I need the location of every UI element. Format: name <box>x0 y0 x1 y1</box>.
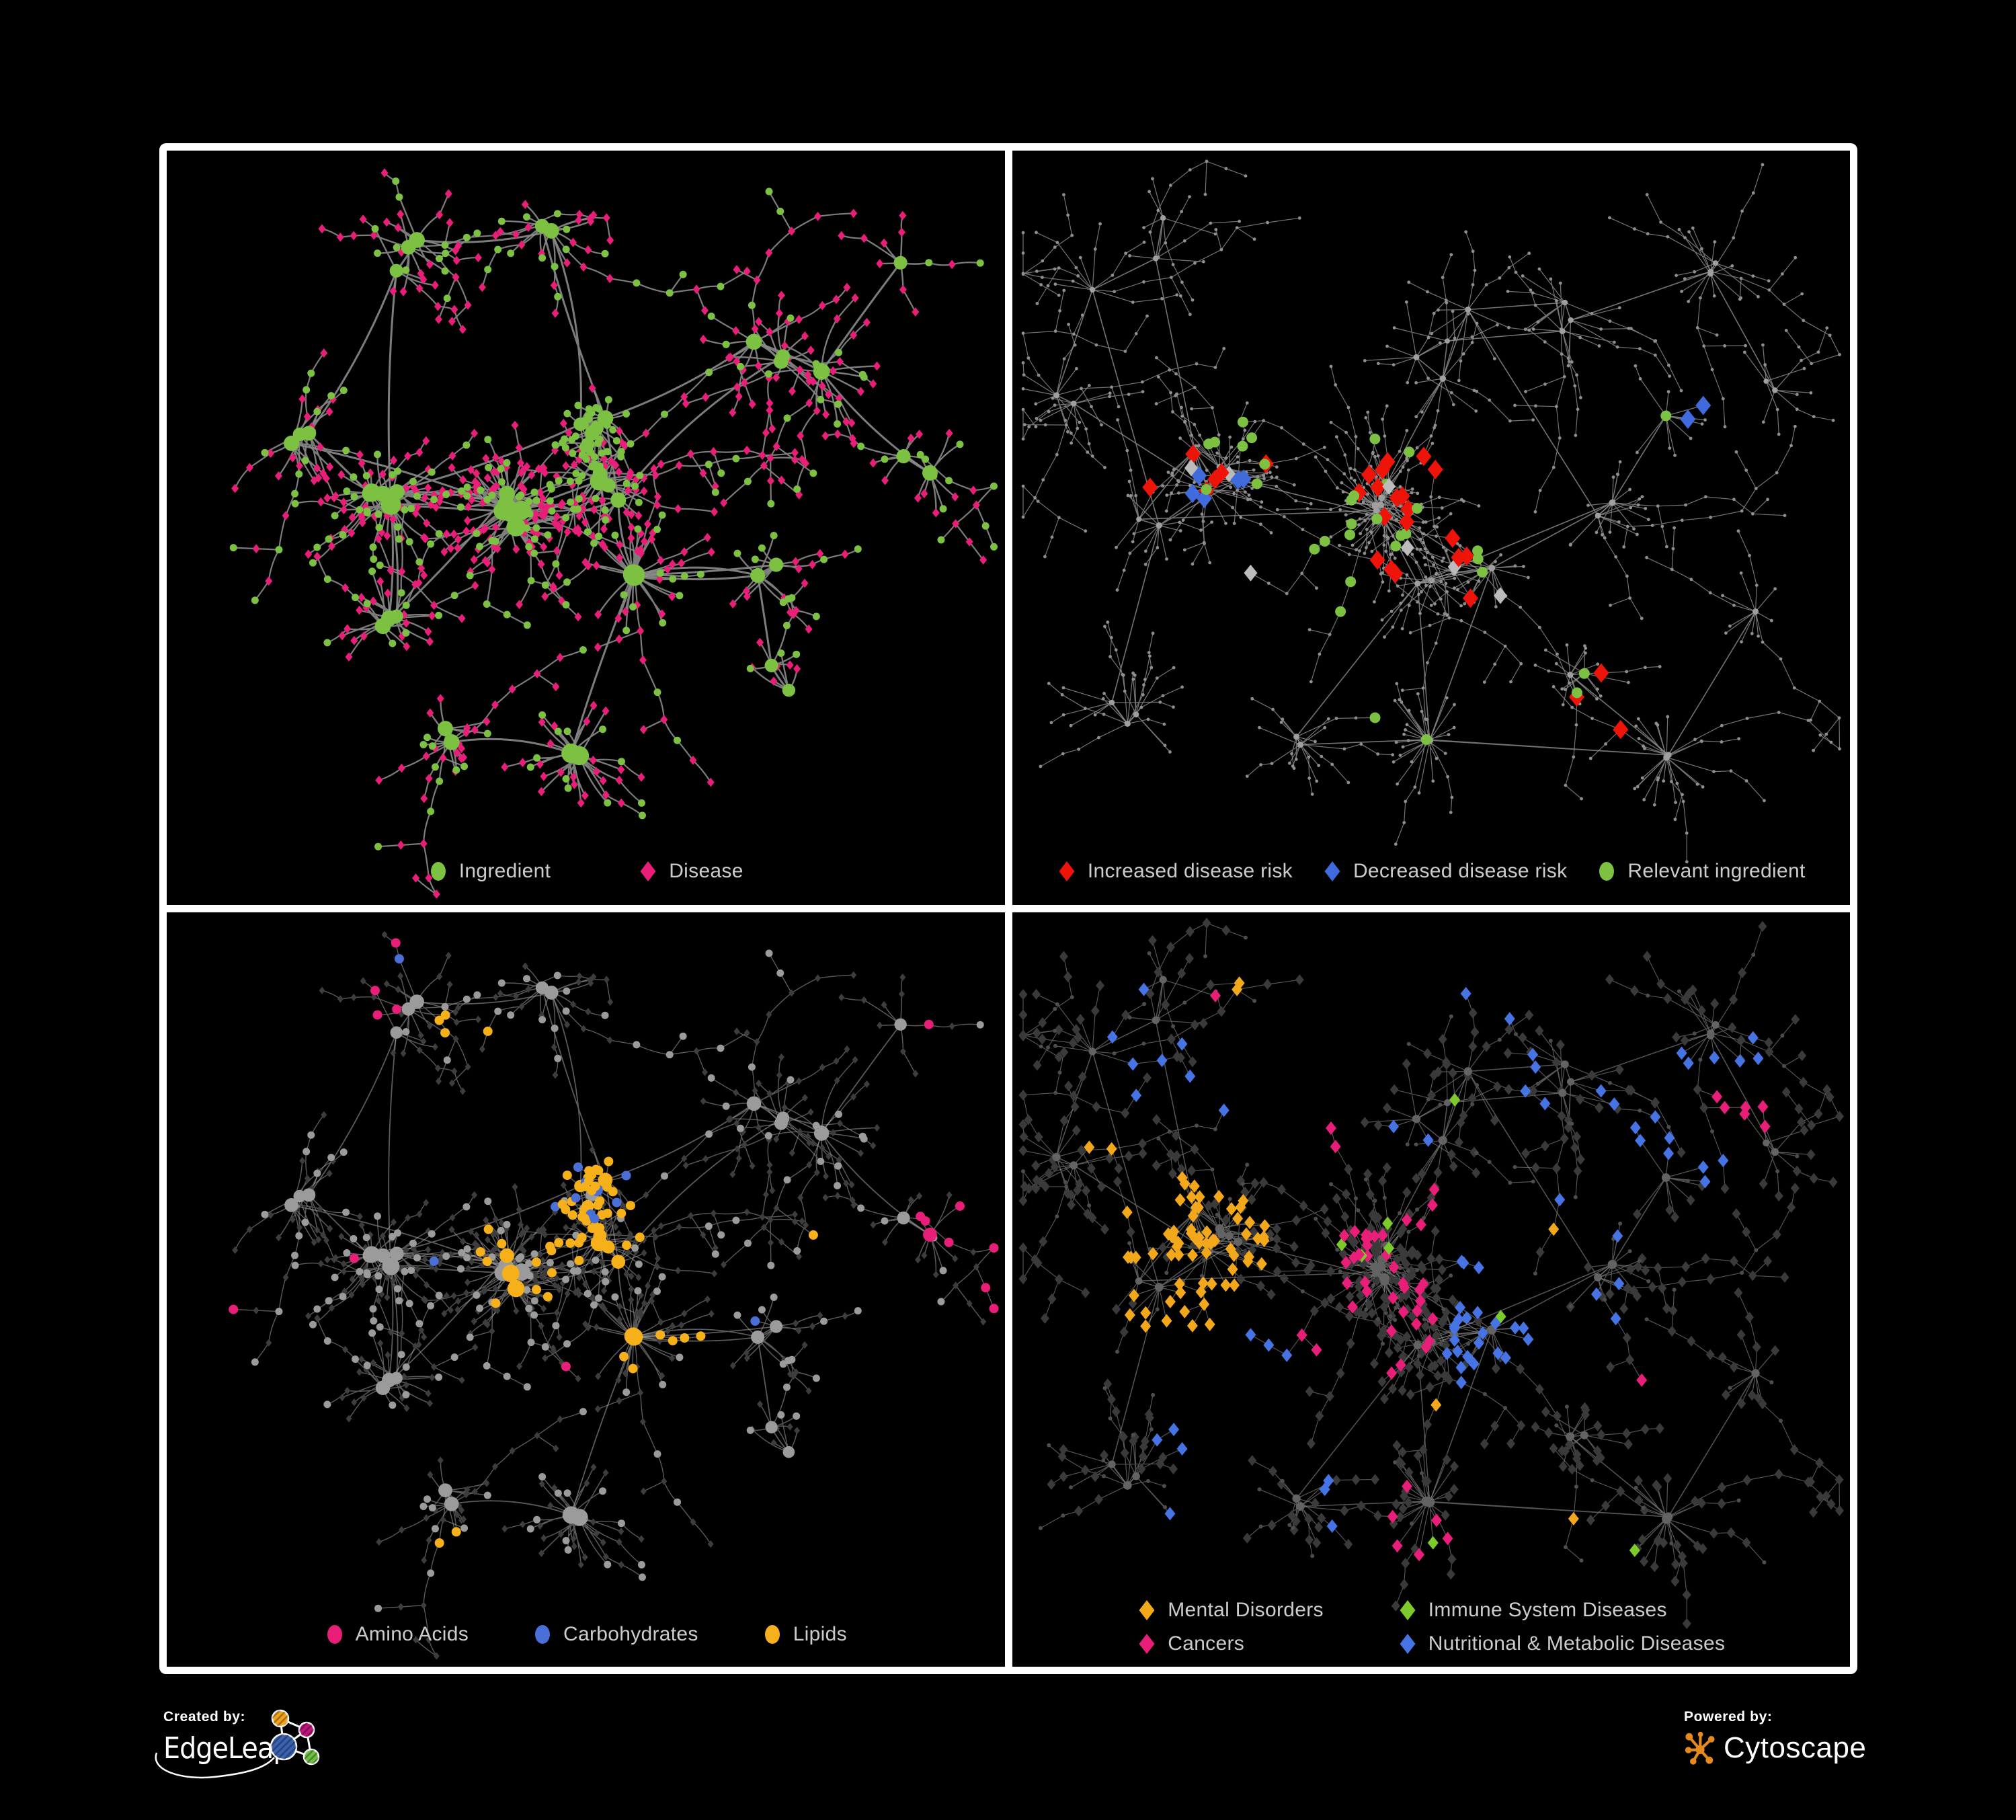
legend-item-ingredient-disease-0: Ingredient <box>428 859 551 883</box>
panel-grid: Ingredient Disease Increased disease risk… <box>159 143 1857 1674</box>
ingredient-classes-network <box>229 931 999 1660</box>
created-by-label: Created by: <box>163 1709 246 1725</box>
legend-item-disease-risk-2: Relevant ingredient <box>1597 859 1805 883</box>
legend-item-disease-categories-2: Cancers <box>1137 1632 1244 1656</box>
legend-label: Ingredient <box>458 860 551 882</box>
legend-item-disease-risk-0: Increased disease risk <box>1057 859 1293 883</box>
diamond-marker-icon <box>1324 861 1340 881</box>
legend-item-ingredient-classes-2: Lipids <box>762 1622 847 1647</box>
legend-ingredient-classes: Amino Acids Carbohydrates Lipids <box>167 1622 1005 1647</box>
legend-label: Mental Disorders <box>1168 1599 1324 1621</box>
legend-disease-risk: Increased disease risk Decreased disease … <box>1012 859 1851 883</box>
legend-label: Carbohydrates <box>563 1623 698 1645</box>
legend-item-disease-categories-3: Nutritional & Metabolic Diseases <box>1398 1632 1725 1656</box>
panel-disease-categories: Mental Disorders Immune System Diseases Ca… <box>1012 912 1851 1667</box>
cytoscape-logo-icon <box>1685 1731 1715 1765</box>
edgeleap-wordmark: EdgeLeap <box>163 1731 290 1766</box>
panel-disease-risk: Increased disease risk Decreased disease … <box>1012 151 1851 905</box>
legend-label: Immune System Diseases <box>1428 1599 1667 1621</box>
circle-marker-icon <box>430 862 446 881</box>
panel-ingredient-disease: Ingredient Disease <box>167 151 1005 905</box>
diamond-marker-icon <box>1059 861 1075 881</box>
ingredient-disease-network <box>229 168 998 899</box>
legend-label: Decreased disease risk <box>1353 860 1568 882</box>
legend-item-ingredient-classes-0: Amino Acids <box>325 1622 469 1647</box>
legend-label: Nutritional & Metabolic Diseases <box>1428 1632 1726 1655</box>
circle-marker-icon <box>764 1625 780 1644</box>
legend-item-ingredient-classes-1: Carbohydrates <box>532 1622 698 1647</box>
cytoscape-credit: Powered by: Cytoscape <box>1684 1709 1980 1810</box>
legend-ingredient-disease: Ingredient Disease <box>167 859 1005 883</box>
diamond-marker-icon <box>1400 1634 1416 1654</box>
panel-ingredient-classes: Amino Acids Carbohydrates Lipids <box>167 912 1005 1667</box>
diamond-marker-icon <box>1139 1634 1155 1654</box>
circle-marker-icon <box>327 1625 342 1644</box>
legend-disease-categories: Mental Disorders Immune System Diseases Ca… <box>1012 1598 1851 1656</box>
legend-label: Cancers <box>1168 1632 1245 1655</box>
diamond-marker-icon <box>640 861 656 881</box>
legend-label: Lipids <box>793 1623 847 1645</box>
legend-item-disease-categories-0: Mental Disorders <box>1137 1598 1324 1622</box>
cytoscape-wordmark: Cytoscape <box>1724 1731 1867 1764</box>
diamond-marker-icon <box>1139 1600 1155 1620</box>
circle-marker-icon <box>535 1625 550 1644</box>
legend-label: Amino Acids <box>355 1623 469 1645</box>
edgeleap-credit: Created by: EdgeLeap <box>155 1709 479 1810</box>
legend-item-ingredient-disease-1: Disease <box>638 859 743 883</box>
legend-item-disease-categories-1: Immune System Diseases <box>1398 1598 1667 1622</box>
circle-marker-icon <box>1599 862 1615 881</box>
diamond-marker-icon <box>1400 1600 1416 1620</box>
powered-by-label: Powered by: <box>1684 1709 1773 1725</box>
disease-categories-network <box>1018 917 1844 1629</box>
legend-item-disease-risk-1: Decreased disease risk <box>1322 859 1567 883</box>
legend-label: Relevant ingredient <box>1627 860 1806 882</box>
disease-risk-network <box>1021 159 1841 864</box>
legend-label: Increased disease risk <box>1087 860 1293 882</box>
legend-label: Disease <box>669 860 743 882</box>
